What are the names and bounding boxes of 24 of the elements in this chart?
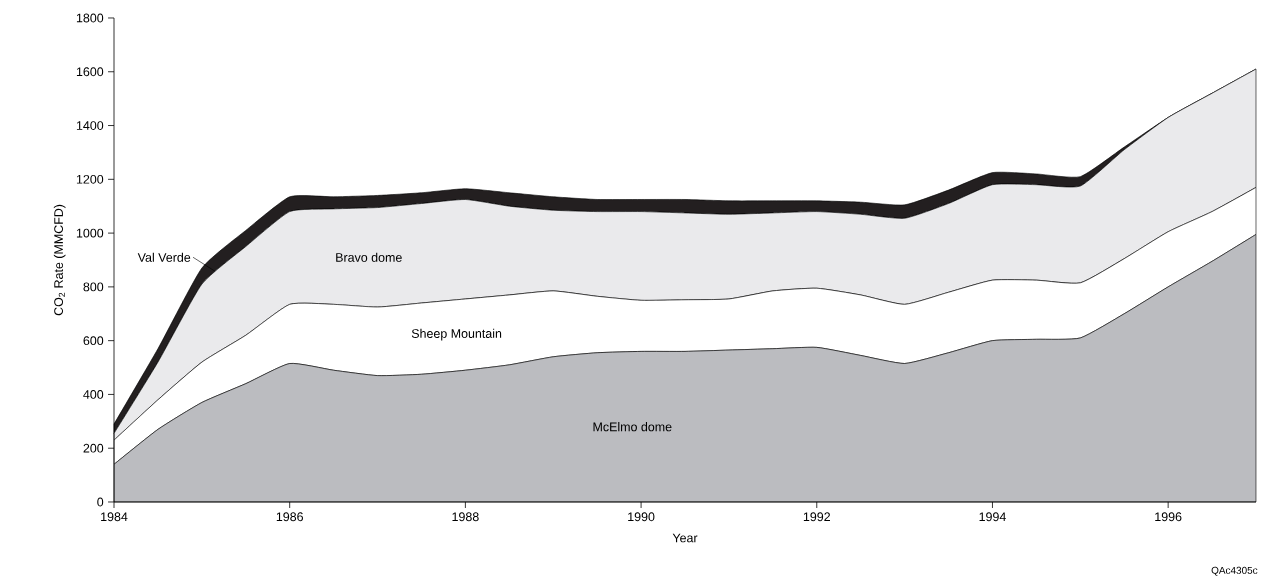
text: QAc4305c bbox=[1211, 566, 1258, 576]
x-tick-label: 1986 bbox=[276, 512, 303, 522]
x-tick-label: 1988 bbox=[452, 512, 479, 522]
y-tick-label: 1400 bbox=[76, 121, 104, 130]
y-tick-label: 800 bbox=[83, 282, 104, 292]
y-tick-label: 0 bbox=[97, 497, 104, 507]
x-tick-label: 1994 bbox=[979, 512, 1006, 522]
series-label: Sheep Mountain bbox=[411, 328, 502, 341]
y-axis-title: CO$_{2}$ Rate (MMCFD) bbox=[53, 204, 66, 316]
x-axis-title: Year bbox=[672, 533, 698, 543]
series-label: McElmo dome bbox=[593, 422, 672, 432]
y-tick-label: 1600 bbox=[76, 67, 104, 77]
legend-label: Val Verde bbox=[137, 252, 191, 262]
y-tick-label: 400 bbox=[83, 390, 104, 399]
y-tick-label: 200 bbox=[83, 443, 104, 453]
x-tick-label: 1992 bbox=[803, 512, 830, 522]
x-tick-label: 1990 bbox=[628, 512, 655, 522]
y-tick-label: 600 bbox=[83, 336, 104, 346]
y-tick-label: 1000 bbox=[76, 228, 104, 238]
series-label: Bravo dome bbox=[336, 252, 402, 262]
x-tick-label: 1984 bbox=[101, 512, 128, 522]
y-tick-label: 1800 bbox=[76, 13, 104, 23]
x-tick-label: 1996 bbox=[1155, 512, 1182, 522]
y-tick-label: 1200 bbox=[76, 174, 104, 184]
